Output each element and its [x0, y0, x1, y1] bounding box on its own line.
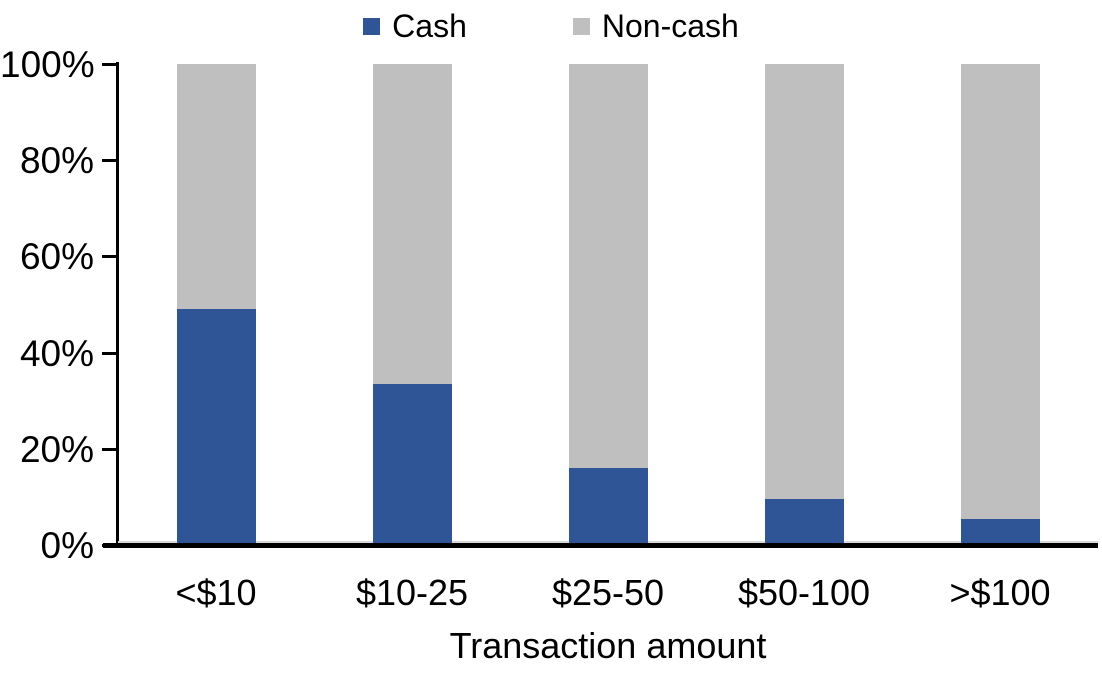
- x-tick-label: $25-50: [551, 572, 665, 613]
- bar-segment-cash: [764, 499, 844, 545]
- y-axis-tick: [102, 63, 118, 66]
- legend-item-cash: Cash: [363, 10, 467, 42]
- y-tick-label: 100%: [0, 44, 95, 85]
- legend-label-non-cash: Non-cash: [601, 8, 739, 44]
- legend-item-non-cash: Non-cash: [572, 8, 739, 44]
- y-axis-tick: [102, 447, 118, 451]
- bar-segment-cash: [176, 309, 256, 545]
- bar-segment-cash: [568, 468, 648, 545]
- bar-segment-non-cash: [372, 64, 452, 384]
- legend: Cash Non-cash: [0, 10, 1102, 42]
- cash-swatch-icon: [363, 17, 381, 35]
- y-tick-label: 80%: [19, 140, 94, 182]
- x-axis-title: Transaction amount: [449, 625, 767, 666]
- bar-segment-non-cash: [568, 64, 648, 469]
- x-tick-label: >$100: [949, 572, 1051, 613]
- non-cash-swatch-icon: [572, 17, 590, 35]
- y-axis-tick: [102, 351, 118, 355]
- x-axis-line: [103, 543, 1098, 548]
- bar-segment-non-cash: [176, 64, 256, 310]
- y-tick-label: 60%: [19, 236, 94, 278]
- bar-segment-cash: [960, 518, 1040, 545]
- x-tick-label: $50-100: [737, 572, 871, 613]
- y-axis-tick: [102, 159, 118, 163]
- bar-segment-non-cash: [764, 64, 844, 500]
- x-tick-label: $10-25: [355, 572, 469, 613]
- bar-segment-cash: [372, 383, 452, 545]
- bar-segment-non-cash: [960, 64, 1040, 519]
- y-axis-tick: [102, 255, 118, 259]
- y-tick-label: 0%: [40, 525, 94, 566]
- y-tick-label: 20%: [19, 428, 94, 470]
- y-axis-line: [116, 62, 119, 547]
- legend-label-cash: Cash: [392, 8, 467, 44]
- x-tick-label: <$10: [175, 572, 257, 613]
- y-tick-label: 40%: [19, 332, 94, 374]
